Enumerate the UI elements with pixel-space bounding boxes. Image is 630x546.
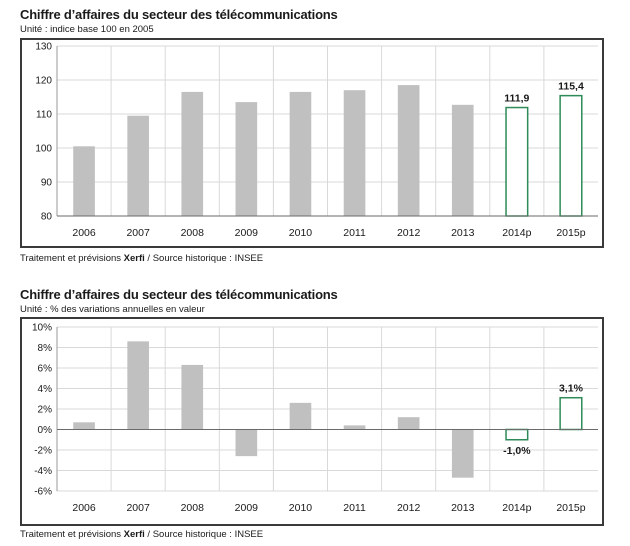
x-tick-label: 2006 xyxy=(72,227,96,239)
forecast-bar xyxy=(559,94,583,217)
bar xyxy=(127,341,149,430)
chart-unit: Unité : indice base 100 en 2005 xyxy=(20,24,154,35)
bar xyxy=(73,422,95,430)
bar xyxy=(397,85,420,216)
data-label: 111,9 xyxy=(504,93,529,105)
x-tick-label: 2007 xyxy=(126,502,150,514)
chart-source: Traitement et prévisions Xerfi / Source … xyxy=(20,529,263,540)
chart-unit: Unité : % des variations annuelles en va… xyxy=(20,304,205,315)
source-suffix: / Source historique : INSEE xyxy=(144,529,264,540)
source-prefix: Traitement et prévisions xyxy=(20,529,124,540)
bar xyxy=(289,402,312,430)
y-tick-label: -6% xyxy=(34,487,52,498)
x-tick-label: 2011 xyxy=(343,227,366,239)
x-tick-label: 2009 xyxy=(235,502,259,514)
bar xyxy=(343,425,366,430)
bar xyxy=(343,90,366,216)
bar xyxy=(451,104,474,216)
forecast-bar xyxy=(559,396,583,431)
chart-title: Chiffre d’affaires du secteur des téléco… xyxy=(20,287,338,302)
x-tick-label: 2013 xyxy=(451,502,475,514)
x-tick-label: 2010 xyxy=(289,227,313,239)
y-tick-label: 80 xyxy=(41,212,53,223)
source-brand: Xerfi xyxy=(123,253,145,264)
y-tick-label: 10% xyxy=(32,323,52,334)
data-label: 3,1% xyxy=(559,383,584,395)
forecast-bar xyxy=(505,428,529,441)
data-label: 115,4 xyxy=(558,81,584,93)
bar xyxy=(235,429,258,457)
bar xyxy=(73,146,95,216)
x-tick-label: 2014p xyxy=(502,227,531,239)
bar xyxy=(127,115,149,216)
x-tick-label: 2008 xyxy=(181,502,205,514)
y-tick-label: 8% xyxy=(38,343,53,354)
y-tick-label: -2% xyxy=(34,446,52,457)
y-tick-label: 2% xyxy=(38,405,53,416)
x-tick-label: 2006 xyxy=(72,502,96,514)
bar-chart-index: 80 90 100 110 120 130 2006 2007 2008 2009 2010 2011… xyxy=(35,42,598,239)
bar xyxy=(235,102,258,216)
chart-frame: -6% -4% -2% 0% 2% 4% 6% 8% 10% 2006 2007 2008 2009 20… xyxy=(20,317,604,526)
x-tick-label: 2015p xyxy=(556,502,585,514)
y-tick-label: 120 xyxy=(35,76,52,87)
bar xyxy=(397,417,420,430)
x-tick-label: 2013 xyxy=(451,227,475,239)
chart-panel-variation: Chiffre d’affaires du secteur des téléco… xyxy=(0,272,630,546)
bar-chart-variation: -6% -4% -2% 0% 2% 4% 6% 8% 10% 2006 2007 2008 2009 20… xyxy=(32,323,598,514)
source-brand: Xerfi xyxy=(123,529,145,540)
bar xyxy=(181,91,204,216)
bar xyxy=(289,91,312,216)
x-tick-label: 2007 xyxy=(126,227,150,239)
chart-title: Chiffre d’affaires du secteur des téléco… xyxy=(20,7,338,22)
x-tick-label: 2015p xyxy=(556,227,585,239)
chart-frame: 80 90 100 110 120 130 2006 2007 2008 2009 2010 2011… xyxy=(20,38,604,248)
y-tick-label: 90 xyxy=(41,178,53,189)
data-label: -1,0% xyxy=(503,445,531,457)
x-tick-label: 2011 xyxy=(343,502,366,514)
forecast-bar xyxy=(505,106,529,217)
y-tick-label: 6% xyxy=(38,364,53,375)
bar xyxy=(181,364,204,430)
bar xyxy=(451,429,474,478)
source-prefix: Traitement et prévisions xyxy=(20,253,124,264)
y-tick-label: 0% xyxy=(38,425,53,436)
y-tick-label: 130 xyxy=(35,42,52,53)
x-tick-label: 2012 xyxy=(397,502,421,514)
x-tick-label: 2009 xyxy=(235,227,259,239)
chart-source: Traitement et prévisions Xerfi / Source … xyxy=(20,253,263,264)
source-suffix: / Source historique : INSEE xyxy=(144,253,264,264)
y-tick-label: 4% xyxy=(38,384,53,395)
chart-panel-index: Chiffre d’affaires du secteur des téléco… xyxy=(0,0,630,272)
x-tick-label: 2010 xyxy=(289,502,313,514)
y-tick-label: 100 xyxy=(35,144,52,155)
x-tick-label: 2014p xyxy=(502,502,531,514)
y-tick-label: -4% xyxy=(34,466,52,477)
y-tick-label: 110 xyxy=(36,110,52,121)
x-tick-label: 2008 xyxy=(181,227,205,239)
x-tick-label: 2012 xyxy=(397,227,421,239)
